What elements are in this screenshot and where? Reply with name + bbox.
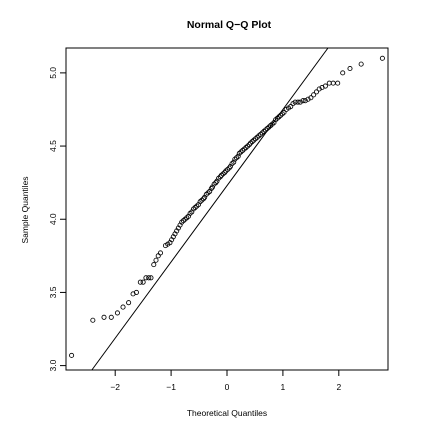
plot-area [69,47,385,371]
data-point [148,275,154,281]
y-tick-label: 3.5 [48,286,58,298]
x-tick-label: 2 [336,382,341,392]
data-point [69,352,75,358]
data-point [295,99,301,105]
x-tick-label: −1 [166,382,176,392]
data-point [137,279,143,285]
y-tick-label: 4.0 [48,213,58,225]
data-point [235,153,241,159]
data-point [335,80,341,86]
x-axis-label: Theoretical Quantiles [187,408,267,418]
data-point [157,250,164,256]
data-point [292,99,298,105]
data-point [308,95,314,101]
data-point [231,159,237,165]
plot-frame [65,47,389,371]
data-point [146,275,152,281]
reference-line [91,47,329,371]
data-point [151,262,157,268]
data-point [302,98,308,104]
data-point [143,275,149,281]
data-point [101,314,107,320]
data-point [300,98,306,104]
x-tick-label: 1 [281,382,286,392]
data-point [322,83,328,89]
data-point [305,96,311,102]
y-tick-label: 5.0 [48,67,58,79]
x-tick-label: 0 [225,382,230,392]
x-axis: −2 −1 0 1 2 [110,370,341,392]
data-point [311,92,317,98]
chart-title: Normal Q−Q Plot [187,19,272,31]
data-point [126,300,132,306]
points-layer [69,55,385,358]
data-point [120,304,126,310]
x-tick-label: −2 [110,382,120,392]
data-point [133,289,139,295]
y-axis-label: Sample Quantiles [20,176,30,243]
data-point [379,55,385,61]
y-axis: 3.0 3.5 4.0 4.5 5.0 [48,67,66,372]
data-point [155,253,161,259]
y-tick-label: 4.5 [48,140,58,152]
data-point [153,257,159,263]
data-point [316,86,322,92]
data-point [140,279,146,285]
data-point [313,89,319,95]
data-point [90,317,96,323]
data-point [114,310,120,316]
data-point [340,70,346,76]
y-tick-label: 3.0 [48,359,58,371]
data-point [108,314,114,320]
data-point [358,61,364,67]
data-point [297,99,303,105]
data-point [347,65,353,72]
